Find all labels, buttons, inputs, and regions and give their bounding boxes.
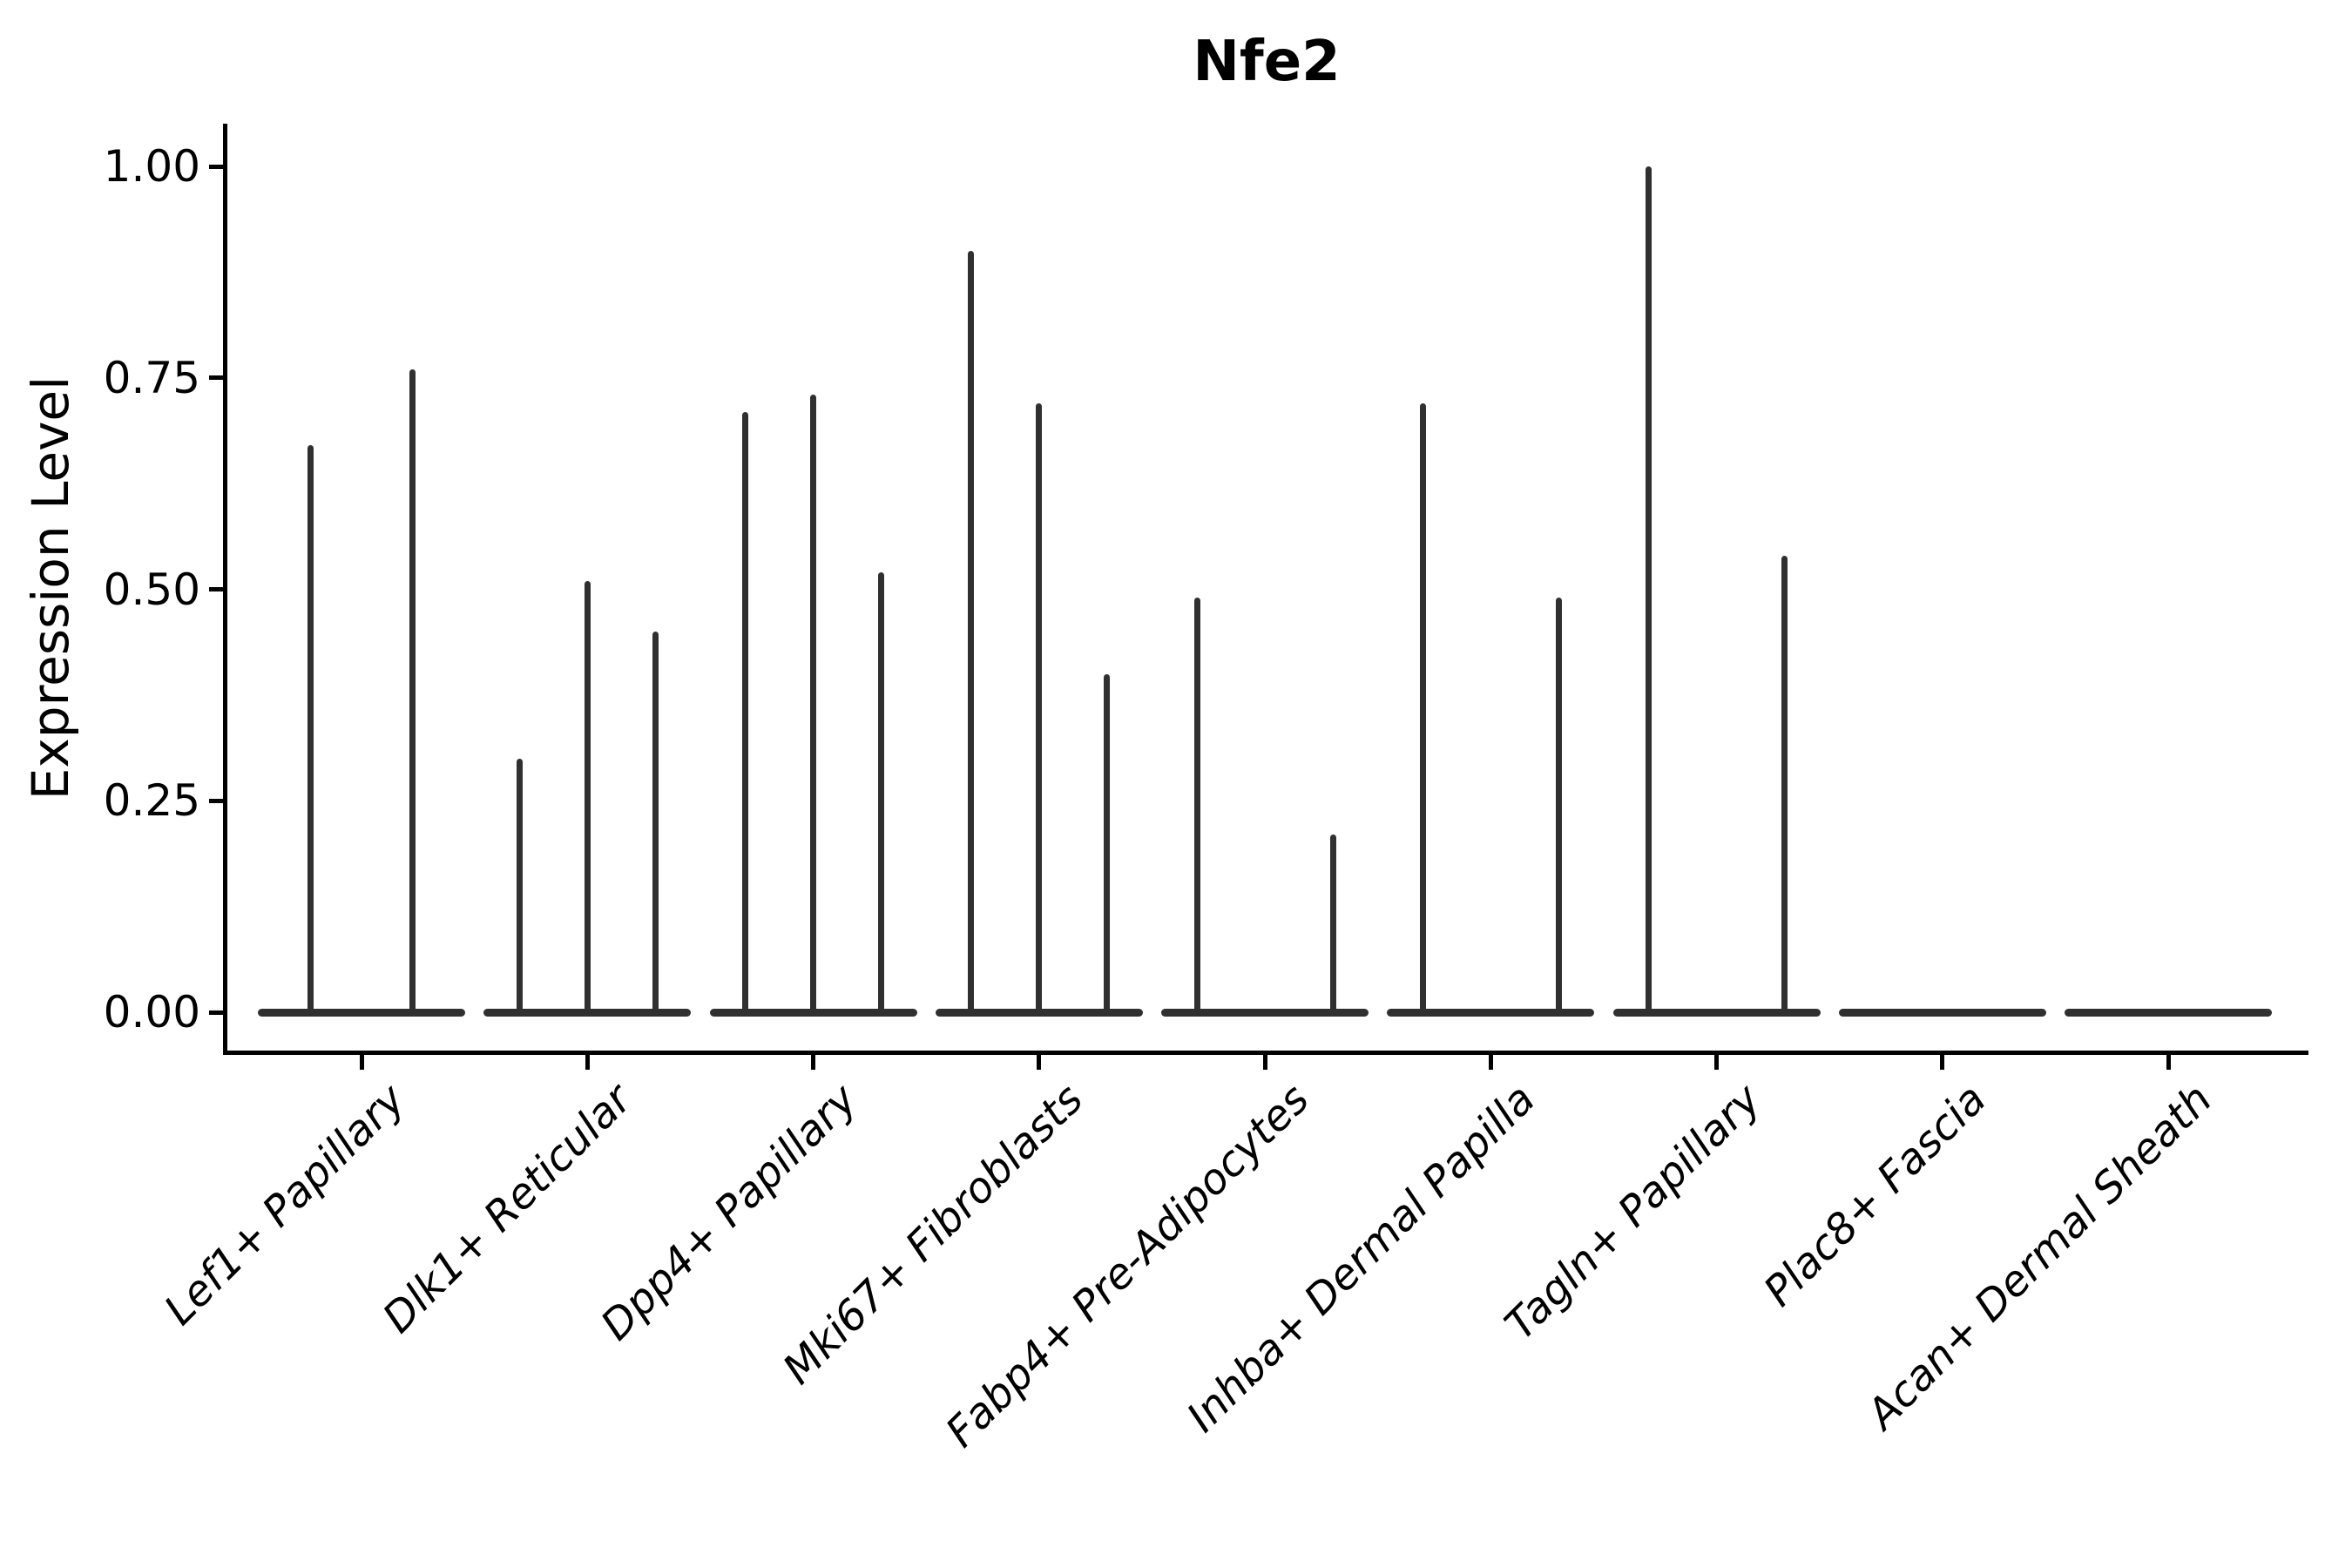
x-tick-mark: [1262, 1055, 1267, 1070]
violin-spike: [742, 411, 748, 1015]
violin-baseline: [1838, 1008, 2046, 1017]
violin-baseline: [1612, 1008, 1821, 1017]
x-tick-label-text: Dpp4+ Papillary: [591, 1074, 867, 1350]
x-tick-mark: [811, 1055, 815, 1070]
violin-baseline: [1161, 1008, 1369, 1017]
y-tick-label: 0.75: [103, 352, 200, 403]
x-tick-mark: [585, 1055, 590, 1070]
x-tick-label: Tagln+ Papillary: [1041, 1075, 1770, 1349]
x-tick-label: Lef1+ Papillary: [0, 1075, 415, 1335]
violin-baseline: [258, 1008, 465, 1017]
violin-spike: [1104, 673, 1111, 1015]
x-tick-label: Inhba+ Dermal Papilla: [814, 1075, 1544, 1442]
x-tick-label: Plac8+ Fascia: [1267, 1075, 1997, 1316]
x-tick-label-text: Inhba+ Dermal Papilla: [1177, 1074, 1544, 1443]
x-tick-label-text: Tagln+ Papillary: [1495, 1074, 1770, 1350]
y-tick-mark: [209, 798, 224, 803]
violin-spike: [1036, 402, 1043, 1015]
x-tick-label-text: Dlk1+ Reticular: [373, 1074, 641, 1343]
y-tick-label: 0.25: [103, 775, 200, 827]
violin-spike: [308, 445, 314, 1015]
x-tick-label-text: Plac8+ Fascia: [1754, 1074, 1997, 1316]
y-tick-mark: [209, 164, 224, 169]
plot-title: Nfe2: [1193, 30, 1341, 94]
violin-spike: [1419, 402, 1426, 1015]
violin-spike: [1781, 555, 1788, 1015]
violin-spike: [1646, 166, 1652, 1015]
y-tick-label: 0.50: [103, 564, 200, 615]
x-tick-label-text: Fabp4+ Pre-Adipocytes: [936, 1074, 1319, 1457]
x-tick-label: Dlk1+ Reticular: [0, 1075, 641, 1342]
x-tick-mark: [1488, 1055, 1493, 1070]
violin-spike: [652, 632, 659, 1015]
violin-spike: [1555, 598, 1562, 1015]
violin-baseline: [1387, 1008, 1595, 1017]
x-tick-label: Dpp4+ Papillary: [138, 1075, 867, 1350]
violin-baseline: [2065, 1008, 2272, 1017]
y-tick-mark: [209, 1010, 224, 1015]
y-tick-label: 1.00: [103, 141, 200, 192]
violin-spike: [810, 395, 816, 1015]
y-axis-spine: [223, 124, 227, 1055]
x-tick-mark: [2166, 1055, 2171, 1070]
x-tick-label-text: Lef1+ Papillary: [155, 1074, 416, 1335]
y-tick-label: 0.00: [103, 987, 200, 1037]
x-tick-label-text: Mki67+ Fibroblasts: [774, 1074, 1093, 1394]
violin-spike: [584, 580, 591, 1015]
y-tick-mark: [209, 587, 224, 591]
x-tick-mark: [1037, 1055, 1042, 1070]
x-tick-label-text: Acan+ Dermal Sheath: [1857, 1074, 2222, 1439]
x-tick-label: Fabp4+ Pre-Adipocytes: [589, 1075, 1319, 1457]
x-tick-mark: [1940, 1055, 1945, 1070]
x-tick-mark: [1714, 1055, 1719, 1070]
x-tick-label: Mki67+ Fibroblasts: [363, 1075, 1092, 1394]
violin-spike: [1329, 835, 1336, 1015]
violin-spike: [1193, 598, 1200, 1015]
violin-spike: [968, 251, 975, 1015]
violin-spike: [516, 758, 523, 1015]
x-tick-mark: [359, 1055, 364, 1070]
x-tick-label: Acan+ Dermal Sheath: [1492, 1075, 2222, 1439]
violin-spike: [409, 369, 416, 1015]
violin-spike: [878, 572, 884, 1015]
x-axis-spine: [223, 1051, 2308, 1055]
y-tick-mark: [209, 375, 224, 381]
